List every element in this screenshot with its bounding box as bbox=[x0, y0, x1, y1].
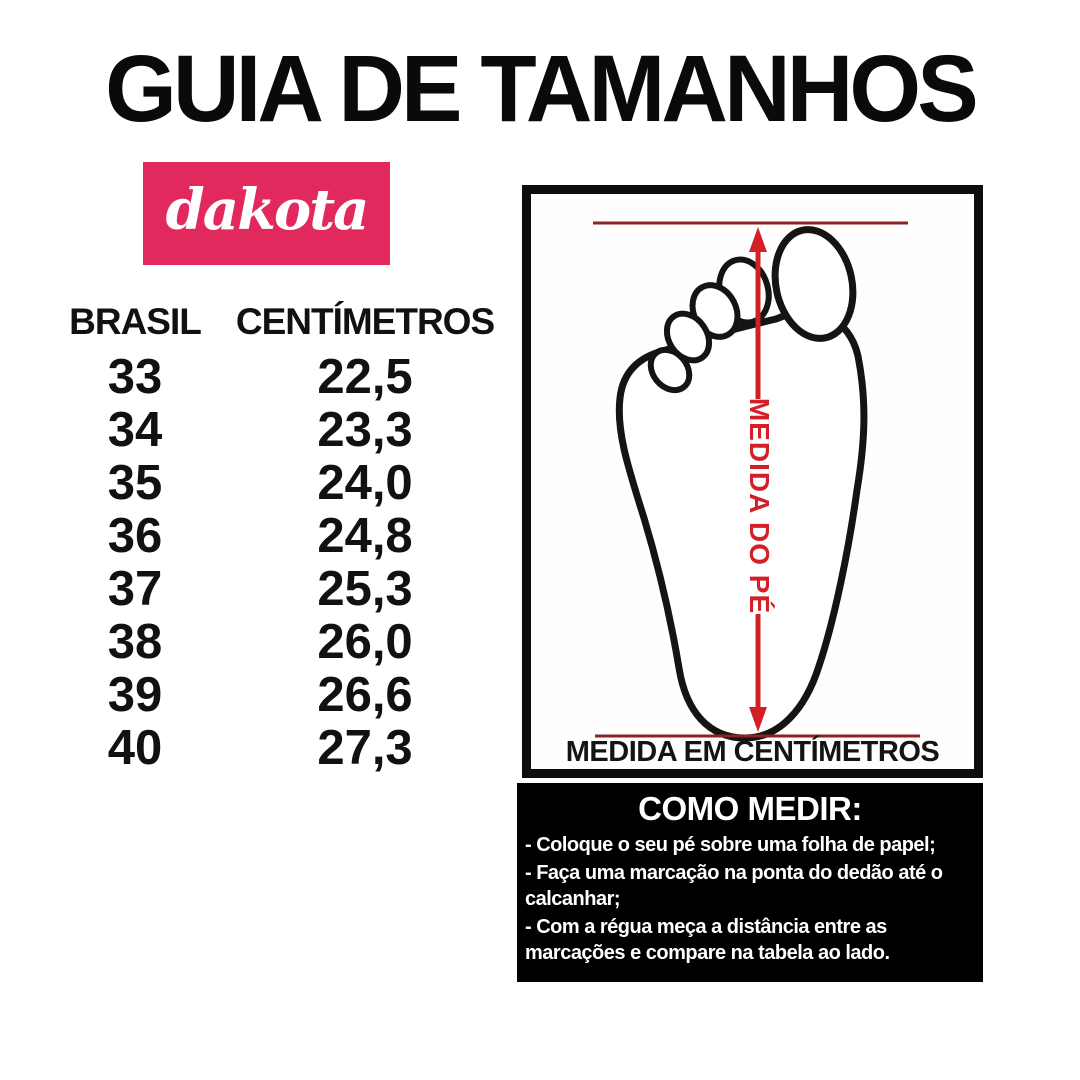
instruction-item: - Coloque o seu pé sobre uma folha de pa… bbox=[525, 834, 936, 856]
page-title: GUIA DE TAMANHOS bbox=[105, 36, 979, 142]
size-cell-brasil: 36 bbox=[107, 509, 163, 563]
foot-measure-label: MEDIDA DO PÉ bbox=[744, 398, 775, 614]
size-cell-brasil: 38 bbox=[107, 615, 163, 669]
instruction-item: - Faça uma marcação na ponta do dedão at… bbox=[525, 861, 943, 911]
size-cell-cm: 22,5 bbox=[317, 350, 413, 404]
toe-shape bbox=[647, 346, 693, 394]
size-cell-cm: 24,8 bbox=[317, 509, 413, 563]
size-table-header-centimetros: CENTÍMETROS bbox=[235, 301, 495, 342]
size-cell-brasil: 37 bbox=[107, 562, 163, 616]
foot-sole-shape bbox=[615, 308, 868, 742]
size-table-header-brasil: BRASIL bbox=[69, 301, 202, 342]
size-cell-brasil: 40 bbox=[107, 721, 163, 775]
size-cell-brasil: 35 bbox=[107, 456, 163, 510]
measure-unit-label: MEDIDA EM CENTÍMETROS bbox=[565, 736, 940, 768]
size-cell-cm: 24,0 bbox=[317, 456, 413, 510]
measure-arrow-down bbox=[749, 707, 767, 732]
instructions-box: COMO MEDIR: - Coloque o seu pé sobre uma… bbox=[517, 783, 983, 982]
size-cell-cm: 27,3 bbox=[317, 721, 413, 775]
size-cell-brasil: 39 bbox=[107, 668, 163, 722]
big-toe-shape bbox=[771, 226, 857, 342]
size-cell-cm: 25,3 bbox=[317, 562, 413, 616]
size-cell-brasil: 34 bbox=[107, 403, 163, 457]
size-cell-cm: 26,0 bbox=[317, 615, 413, 669]
size-cell-cm: 23,3 bbox=[317, 403, 413, 457]
foot-measure-box: MEDIDA DO PÉ MEDIDA EM CENTÍMETROS bbox=[522, 185, 983, 778]
instruction-item: - Com a régua meça a distância entre as … bbox=[525, 915, 890, 965]
size-table: BRASIL CENTÍMETROS 33 22,5 34 23,3 35 24… bbox=[40, 293, 500, 775]
foot-diagram-svg: MEDIDA DO PÉ bbox=[593, 221, 920, 742]
toe-shape bbox=[663, 310, 713, 364]
measure-arrow-up bbox=[749, 227, 767, 252]
size-cell-cm: 26,6 bbox=[317, 668, 413, 722]
brand-logo: dakota bbox=[143, 162, 390, 265]
instructions-title: COMO MEDIR: bbox=[638, 790, 862, 827]
brand-logo-text: dakota bbox=[165, 176, 370, 243]
size-cell-brasil: 33 bbox=[107, 350, 163, 404]
